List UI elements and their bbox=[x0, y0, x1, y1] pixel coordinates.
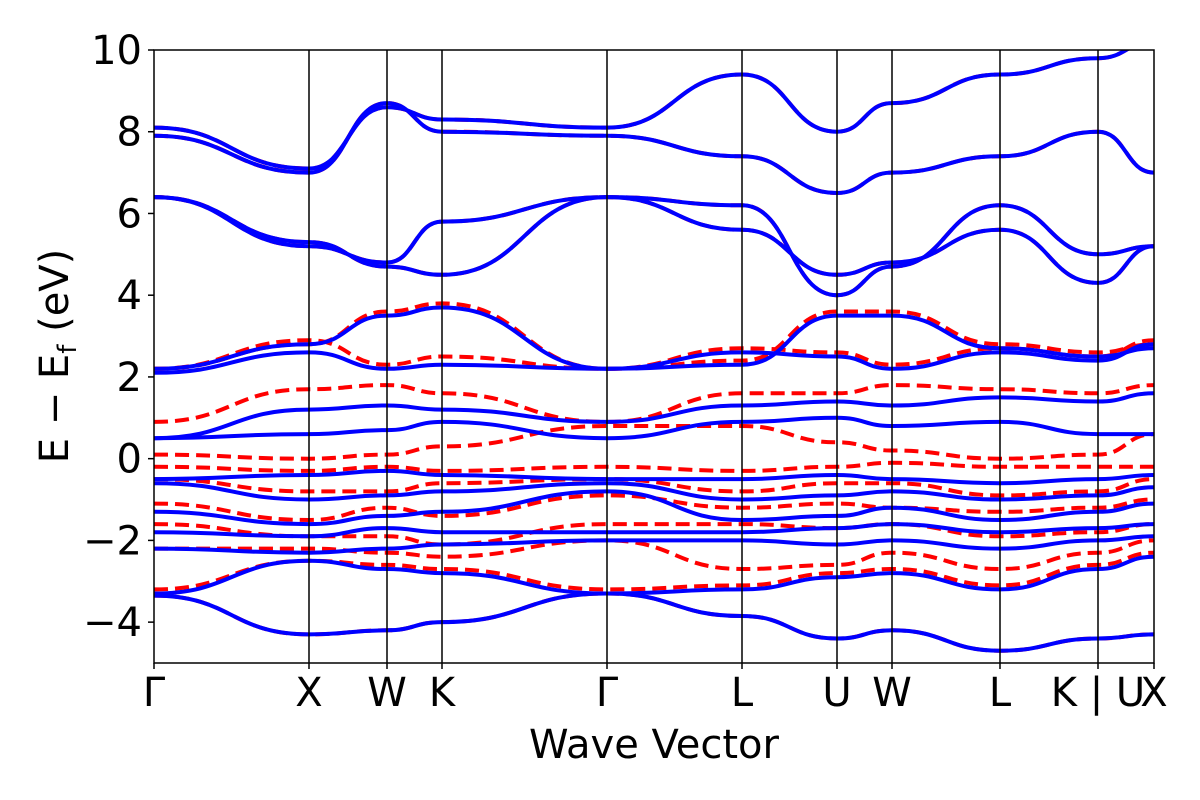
band-line bbox=[154, 468, 1154, 486]
y-tick-label: 2 bbox=[117, 355, 142, 401]
y-axis-label-unit: (eV) bbox=[32, 249, 78, 345]
y-tick-label: 0 bbox=[117, 437, 142, 483]
band-line bbox=[154, 383, 1154, 424]
x-tick-label: Γ bbox=[596, 670, 619, 716]
band-line bbox=[154, 493, 1154, 523]
y-tick-label: 8 bbox=[117, 110, 142, 156]
band-line bbox=[154, 460, 1154, 473]
band-line bbox=[154, 522, 1154, 547]
x-tick-label: X bbox=[295, 670, 322, 716]
band-line bbox=[154, 522, 1154, 539]
x-tick-label: L bbox=[989, 670, 1012, 716]
band-line bbox=[154, 338, 1154, 371]
kpoint-lines bbox=[308, 50, 1099, 663]
band-line bbox=[154, 554, 1154, 596]
band-line bbox=[154, 415, 1154, 441]
x-tick-label: K bbox=[429, 670, 457, 716]
y-tick-label: −4 bbox=[83, 600, 142, 646]
x-tick-label: L bbox=[731, 670, 754, 716]
band-line bbox=[154, 342, 1154, 375]
x-tick-label: K | U bbox=[1051, 670, 1145, 716]
y-tick-label: 4 bbox=[117, 273, 142, 319]
y-tick-label: 6 bbox=[117, 191, 142, 237]
y-tick-label: 10 bbox=[91, 28, 142, 74]
x-axis-label: Wave Vector bbox=[529, 722, 780, 768]
band-line bbox=[154, 391, 1154, 441]
band-line bbox=[154, 477, 1154, 498]
band-line bbox=[154, 305, 1154, 371]
band-line bbox=[154, 534, 1154, 555]
band-line bbox=[154, 423, 1154, 461]
x-tick-label: U bbox=[822, 670, 851, 716]
x-tick-label: Γ bbox=[143, 670, 166, 716]
band-line bbox=[154, 591, 1154, 653]
y-axis-label-main: E − E bbox=[32, 354, 78, 464]
y-axis-ticks: −4 −2 0 2 4 6 8 10 bbox=[83, 28, 154, 646]
y-tick-label: −2 bbox=[83, 518, 142, 564]
band-line bbox=[154, 481, 1154, 502]
band-line bbox=[154, 489, 1154, 527]
y-axis-label: E − Ef (eV) bbox=[32, 249, 83, 464]
plot-frame bbox=[153, 49, 1155, 664]
x-tick-label: W bbox=[367, 670, 407, 716]
y-axis-label-subscript: f bbox=[53, 344, 83, 354]
x-tick-label: W bbox=[872, 670, 912, 716]
x-tick-label: X bbox=[1140, 670, 1167, 716]
